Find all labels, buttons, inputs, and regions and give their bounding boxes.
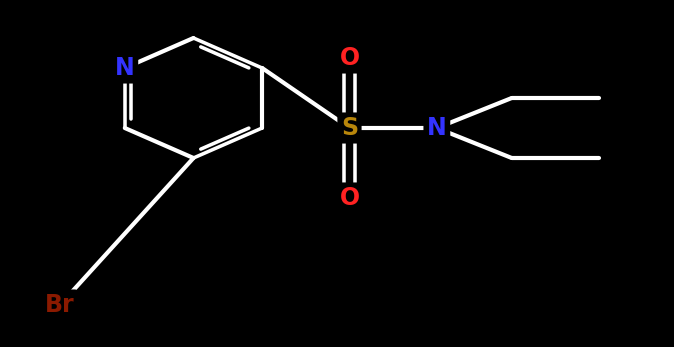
- Text: N: N: [115, 56, 135, 80]
- Text: S: S: [341, 116, 358, 140]
- Text: N: N: [427, 116, 447, 140]
- Text: Br: Br: [45, 293, 75, 317]
- Text: O: O: [340, 46, 359, 70]
- Text: O: O: [340, 186, 359, 210]
